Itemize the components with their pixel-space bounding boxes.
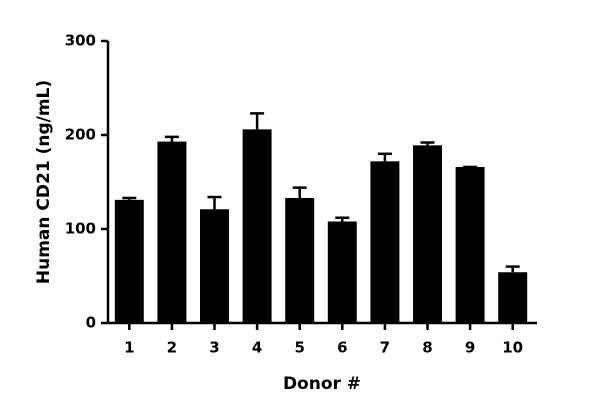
bar xyxy=(498,272,528,323)
error-bar xyxy=(505,265,520,273)
x-tick-label: 4 xyxy=(252,339,262,357)
bar xyxy=(455,166,485,323)
error-bar xyxy=(377,152,392,162)
bar xyxy=(242,129,272,323)
x-axis-label: Donor # xyxy=(283,374,361,394)
error-bar xyxy=(335,216,350,222)
x-tick-label: 1 xyxy=(124,339,134,357)
bar xyxy=(327,221,357,323)
error-bar xyxy=(420,141,435,146)
bar xyxy=(285,197,315,323)
y-tick-label: 300 xyxy=(65,32,96,50)
x-tick-label: 5 xyxy=(294,339,304,357)
y-tick-label: 100 xyxy=(65,220,96,238)
y-tick-label: 0 xyxy=(86,314,96,332)
bar xyxy=(413,145,442,323)
bar xyxy=(370,161,400,323)
x-tick-label: 10 xyxy=(502,339,523,357)
x-tick-label: 2 xyxy=(167,339,177,357)
bar xyxy=(157,141,187,323)
error-bar xyxy=(164,135,179,142)
x-tick-label: 8 xyxy=(422,339,432,357)
y-tick-label: 200 xyxy=(65,126,96,144)
error-bar xyxy=(122,196,137,200)
x-tick-label: 7 xyxy=(380,339,390,357)
bar xyxy=(200,209,229,323)
x-tick-label: 9 xyxy=(465,339,475,357)
x-tick-label: 3 xyxy=(209,339,219,357)
x-tick-label: 6 xyxy=(337,339,347,357)
y-axis-label: Human CD21 (ng/mL) xyxy=(34,80,54,284)
error-bar xyxy=(207,195,222,210)
error-bar xyxy=(292,186,307,198)
bar xyxy=(114,199,144,323)
error-bar xyxy=(250,112,265,130)
